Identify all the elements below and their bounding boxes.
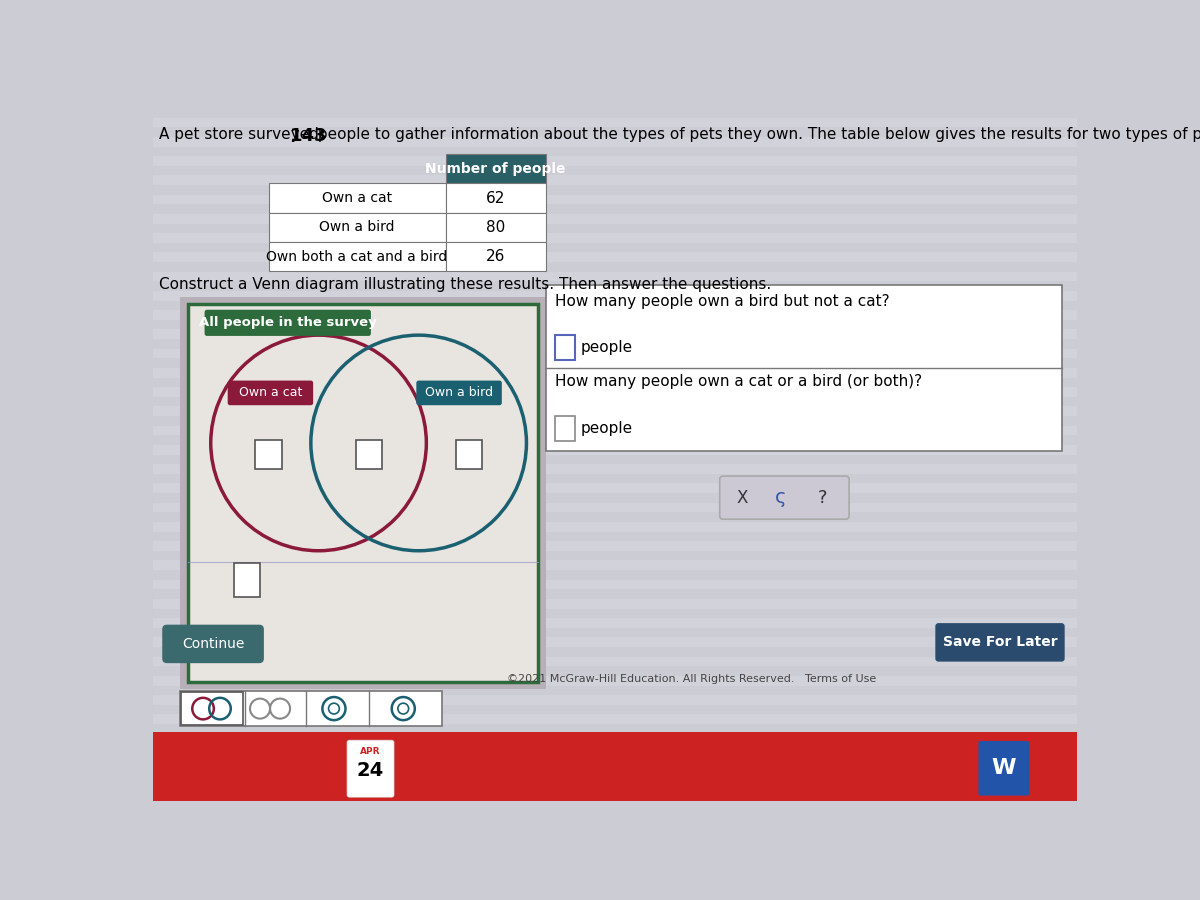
Bar (154, 310, 1078, 320)
Bar (154, 598, 1078, 608)
Bar (154, 732, 1078, 801)
FancyBboxPatch shape (204, 310, 371, 336)
FancyBboxPatch shape (554, 416, 575, 441)
FancyBboxPatch shape (445, 154, 546, 184)
Bar (154, 618, 1078, 628)
Bar (154, 561, 1078, 570)
Text: 24: 24 (356, 760, 384, 779)
Bar (154, 407, 1078, 416)
FancyBboxPatch shape (269, 184, 445, 212)
Text: Number of people: Number of people (426, 162, 566, 176)
Bar (154, 118, 1078, 127)
Text: 80: 80 (486, 220, 505, 235)
Bar (154, 753, 1078, 762)
Bar (154, 541, 1078, 551)
Text: W: W (991, 758, 1016, 778)
FancyBboxPatch shape (347, 740, 394, 797)
Bar (154, 502, 1078, 512)
Text: 26: 26 (486, 249, 505, 264)
Text: All people in the survey: All people in the survey (199, 316, 377, 329)
FancyBboxPatch shape (445, 242, 546, 271)
Bar (154, 791, 1078, 801)
Bar (154, 79, 1078, 89)
Text: A pet store surveyed: A pet store surveyed (160, 127, 324, 142)
FancyBboxPatch shape (269, 242, 445, 271)
Text: 62: 62 (486, 191, 505, 205)
FancyBboxPatch shape (720, 476, 850, 519)
Bar (154, 233, 1078, 243)
Bar (154, 252, 1078, 262)
Text: How many people own a cat or a bird (or both)?: How many people own a cat or a bird (or … (554, 374, 922, 389)
FancyBboxPatch shape (256, 440, 282, 469)
Bar (154, 522, 1078, 532)
FancyBboxPatch shape (445, 212, 546, 242)
Bar (154, 40, 1078, 50)
FancyBboxPatch shape (456, 440, 481, 469)
Bar (154, 695, 1078, 705)
Bar (154, 580, 1078, 590)
Bar (154, 291, 1078, 301)
Text: ς: ς (775, 488, 786, 507)
Text: How many people own a bird but not a cat?: How many people own a bird but not a cat… (554, 294, 889, 310)
Bar (154, 637, 1078, 647)
Bar (154, 329, 1078, 339)
Text: Own both a cat and a bird: Own both a cat and a bird (266, 249, 448, 264)
Bar (154, 368, 1078, 377)
Text: people: people (581, 339, 634, 355)
FancyBboxPatch shape (445, 184, 546, 212)
FancyBboxPatch shape (269, 212, 445, 242)
Bar (154, 772, 1078, 782)
Text: Own a cat: Own a cat (322, 191, 392, 205)
Text: Own a bird: Own a bird (319, 220, 395, 234)
Text: people to gather information about the types of pets they own. The table below g: people to gather information about the t… (313, 127, 1200, 142)
FancyBboxPatch shape (180, 691, 442, 726)
Bar (154, 272, 1078, 281)
Bar (154, 98, 1078, 108)
Text: Own a bird: Own a bird (425, 386, 493, 400)
Bar (154, 676, 1078, 686)
FancyBboxPatch shape (355, 440, 382, 469)
Bar (154, 657, 1078, 666)
FancyBboxPatch shape (234, 563, 260, 597)
FancyBboxPatch shape (546, 285, 1062, 451)
FancyBboxPatch shape (162, 625, 264, 663)
Bar (154, 715, 1078, 724)
Bar (154, 734, 1078, 743)
Bar (154, 214, 1078, 223)
Bar (154, 445, 1078, 455)
Bar (154, 426, 1078, 436)
Bar (154, 348, 1078, 358)
Bar (154, 194, 1078, 204)
Text: X: X (737, 489, 748, 507)
Text: Construct a Venn diagram illustrating these results. Then answer the questions.: Construct a Venn diagram illustrating th… (160, 277, 772, 292)
Bar (154, 387, 1078, 397)
Bar (154, 156, 1078, 166)
Bar (154, 464, 1078, 473)
Bar (154, 483, 1078, 493)
Text: Own a cat: Own a cat (239, 386, 302, 400)
Text: APR: APR (360, 747, 380, 756)
Bar (154, 137, 1078, 147)
Bar (154, 60, 1078, 69)
Text: Save For Later: Save For Later (943, 635, 1057, 650)
FancyBboxPatch shape (978, 741, 1030, 796)
Bar (154, 176, 1078, 185)
FancyBboxPatch shape (935, 623, 1064, 662)
FancyBboxPatch shape (228, 381, 313, 405)
FancyBboxPatch shape (187, 304, 538, 681)
Text: ?: ? (818, 489, 828, 507)
FancyBboxPatch shape (554, 335, 575, 360)
Text: Continue: Continue (182, 637, 245, 651)
Text: 143: 143 (290, 127, 328, 145)
Text: people: people (581, 421, 634, 436)
FancyBboxPatch shape (416, 381, 502, 405)
FancyBboxPatch shape (180, 297, 546, 689)
Text: ©2021 McGraw-Hill Education. All Rights Reserved.   Terms of Use: ©2021 McGraw-Hill Education. All Rights … (508, 674, 877, 684)
